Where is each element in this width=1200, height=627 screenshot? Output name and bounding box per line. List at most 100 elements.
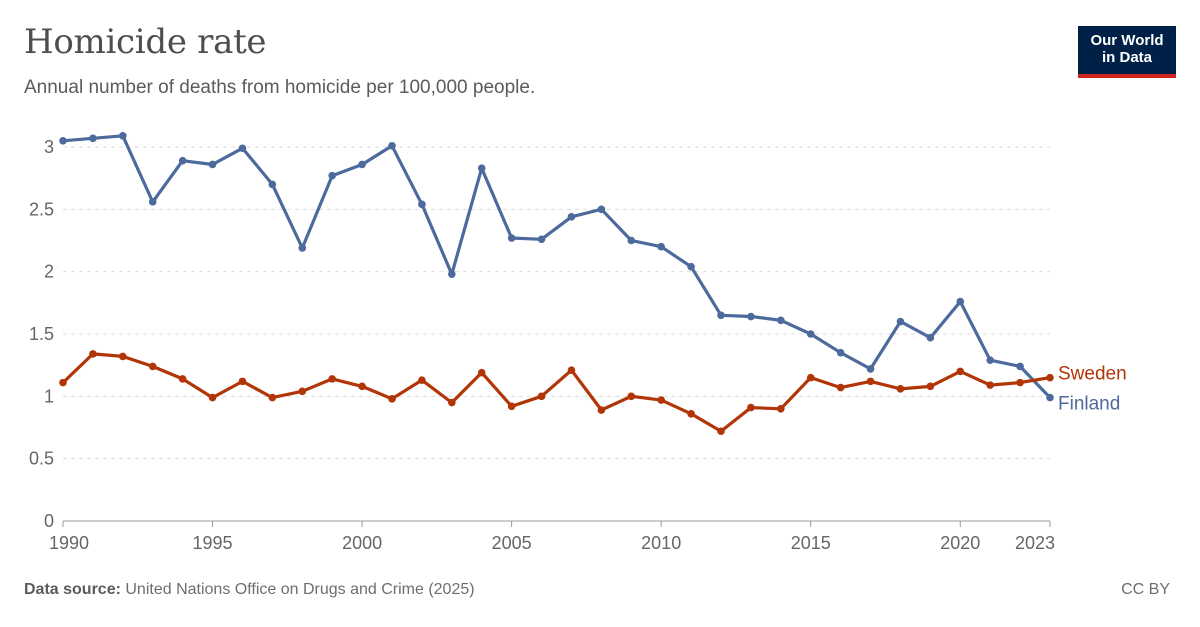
data-point-sweden[interactable]: [866, 377, 875, 386]
data-point-sweden[interactable]: [477, 368, 486, 377]
data-point-finland[interactable]: [836, 348, 845, 357]
data-point-sweden[interactable]: [358, 382, 366, 391]
data-source-text[interactable]: United Nations Office on Drugs and Crime…: [125, 581, 475, 598]
x-tick-label: 2015: [791, 533, 831, 553]
data-point-finland[interactable]: [597, 205, 606, 214]
x-tick-label: 1990: [49, 533, 89, 553]
data-point-finland[interactable]: [537, 235, 546, 244]
data-source-label: Data source:: [24, 581, 121, 598]
data-point-sweden[interactable]: [836, 383, 845, 392]
data-point-finland[interactable]: [238, 144, 247, 153]
data-point-finland[interactable]: [896, 317, 905, 326]
series-line-sweden[interactable]: [61, 352, 1052, 433]
x-tick-label: 2005: [492, 533, 532, 553]
data-point-sweden[interactable]: [148, 362, 157, 371]
license-label[interactable]: CC BY: [1121, 581, 1170, 598]
data-point-sweden[interactable]: [567, 366, 576, 374]
data-point-finland[interactable]: [448, 270, 456, 278]
data-point-finland[interactable]: [418, 200, 426, 209]
x-tick-label: 2020: [940, 533, 980, 553]
data-point-sweden[interactable]: [507, 402, 516, 411]
y-tick-label: 1.5: [29, 324, 54, 344]
data-point-sweden[interactable]: [1016, 378, 1024, 387]
data-point-sweden[interactable]: [597, 406, 606, 414]
data-point-finland[interactable]: [178, 156, 187, 165]
data-point-finland[interactable]: [1046, 393, 1054, 402]
data-point-sweden[interactable]: [418, 376, 426, 384]
data-point-sweden[interactable]: [59, 378, 67, 387]
data-point-sweden[interactable]: [717, 427, 725, 436]
data-point-sweden[interactable]: [806, 373, 815, 382]
data-point-finland[interactable]: [59, 136, 67, 145]
x-tick-label: 2010: [641, 533, 681, 553]
data-point-finland[interactable]: [298, 244, 307, 252]
data-point-sweden[interactable]: [238, 377, 247, 386]
data-point-sweden[interactable]: [537, 392, 546, 401]
data-point-sweden[interactable]: [687, 409, 695, 418]
series-lines: [59, 131, 1054, 436]
data-point-sweden[interactable]: [89, 350, 97, 358]
data-point-finland[interactable]: [866, 365, 875, 373]
logo-line-2: in Data: [1101, 49, 1152, 66]
data-point-finland[interactable]: [358, 160, 366, 169]
chart-subtitle: Annual number of deaths from homicide pe…: [24, 77, 536, 98]
series-line-finland[interactable]: [61, 134, 1052, 400]
y-tick-label: 0: [44, 511, 54, 531]
data-point-sweden[interactable]: [777, 405, 785, 413]
data-point-finland[interactable]: [268, 180, 277, 189]
data-point-finland[interactable]: [388, 141, 396, 150]
chart-title: Homicide rate: [24, 22, 267, 62]
data-point-sweden[interactable]: [388, 395, 396, 403]
data-point-sweden[interactable]: [896, 385, 905, 393]
data-point-finland[interactable]: [717, 311, 725, 320]
data-point-sweden[interactable]: [627, 392, 636, 401]
data-point-finland[interactable]: [806, 330, 815, 338]
data-point-sweden[interactable]: [119, 352, 127, 361]
data-point-sweden[interactable]: [1046, 373, 1054, 382]
y-tick-label: 0.5: [29, 449, 54, 469]
data-point-sweden[interactable]: [268, 393, 277, 402]
data-point-finland[interactable]: [208, 160, 217, 169]
y-tick-label: 2.5: [29, 199, 54, 219]
data-point-finland[interactable]: [328, 171, 336, 180]
data-point-sweden[interactable]: [986, 381, 994, 389]
data-point-finland[interactable]: [567, 213, 576, 221]
axes: 0 0.5 1 1.5 2 2.5 3 1990 1995 2000 2005 2010 2015 202…: [29, 137, 1055, 553]
data-point-sweden[interactable]: [178, 375, 187, 383]
data-point-sweden[interactable]: [328, 375, 336, 383]
our-world-in-data-logo[interactable]: Our World in Data: [1078, 26, 1176, 78]
y-tick-label: 3: [44, 137, 54, 157]
data-point-finland[interactable]: [89, 134, 97, 143]
data-point-finland[interactable]: [1016, 362, 1024, 371]
data-point-finland[interactable]: [148, 198, 157, 206]
logo-line-1: Our World: [1090, 32, 1164, 49]
data-point-sweden[interactable]: [208, 393, 217, 402]
data-point-finland[interactable]: [687, 262, 695, 271]
y-tick-label: 1: [44, 386, 54, 406]
data-point-finland[interactable]: [747, 312, 755, 321]
x-tick-label: 2000: [342, 533, 382, 553]
x-tick-label: 2023: [1015, 533, 1055, 553]
y-tick-label: 2: [44, 262, 54, 282]
series-label-finland[interactable]: Finland: [1058, 394, 1120, 415]
data-point-sweden[interactable]: [657, 396, 665, 404]
data-point-sweden[interactable]: [747, 403, 755, 412]
data-point-finland[interactable]: [926, 333, 935, 342]
data-point-sweden[interactable]: [448, 398, 456, 407]
grid-lines: [63, 146, 1050, 460]
data-point-sweden[interactable]: [926, 382, 935, 391]
data-point-finland[interactable]: [627, 236, 636, 245]
data-point-finland[interactable]: [777, 316, 785, 325]
series-labels: Sweden Finland: [1058, 364, 1127, 415]
data-point-sweden[interactable]: [298, 387, 307, 396]
data-point-finland[interactable]: [507, 234, 516, 242]
data-source: Data source: United Nations Office on Dr…: [24, 581, 475, 599]
data-point-finland[interactable]: [657, 242, 665, 251]
data-point-finland[interactable]: [477, 164, 486, 172]
data-point-finland[interactable]: [986, 356, 994, 364]
data-point-sweden[interactable]: [956, 367, 965, 376]
data-point-finland[interactable]: [119, 131, 127, 140]
data-point-finland[interactable]: [956, 297, 965, 306]
series-label-sweden[interactable]: Sweden: [1058, 364, 1127, 385]
